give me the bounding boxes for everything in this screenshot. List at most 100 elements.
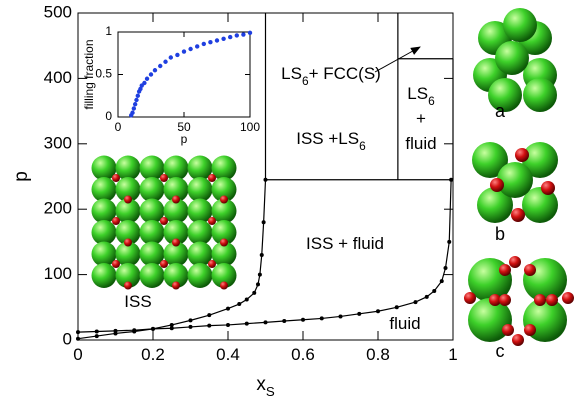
point: [432, 289, 436, 293]
point: [395, 305, 399, 309]
x-axis-label-part: S: [266, 384, 275, 399]
red-sphere: [124, 196, 132, 204]
phase-label: +: [416, 109, 426, 128]
page: {"chart_data": [ {"type": "line", "xlabe…: [0, 0, 581, 402]
red-sphere: [124, 239, 132, 247]
point: [149, 72, 153, 76]
phase-label: LS6+ FCC(S): [281, 64, 381, 88]
point: [357, 312, 361, 316]
point: [95, 334, 99, 338]
red-sphere: [124, 282, 132, 290]
phase-label-part: ISS +LS: [296, 129, 359, 148]
point: [188, 47, 192, 51]
y-tick-label: 0: [63, 329, 72, 348]
point: [248, 31, 252, 35]
green-sphere: [140, 220, 165, 245]
point: [207, 313, 211, 317]
phase-label: ISS +LS6: [296, 129, 366, 153]
green-sphere: [523, 78, 557, 112]
point: [264, 320, 268, 324]
red-sphere: [541, 181, 555, 195]
green-sphere: [92, 220, 117, 245]
point: [444, 266, 448, 270]
red-sphere: [172, 282, 180, 290]
red-sphere: [490, 178, 504, 192]
x-tick-label: 0.4: [216, 345, 240, 364]
phase-label-part: +: [416, 109, 426, 128]
point: [215, 38, 219, 42]
point: [237, 302, 241, 306]
phase-label-part: fluid: [389, 314, 420, 333]
figure: abc00.20.40.60.810100200300400500xSpLS6+…: [0, 0, 581, 402]
green-sphere: [92, 263, 117, 288]
red-sphere: [464, 292, 476, 304]
phase-label: LS6: [407, 84, 435, 108]
point: [189, 325, 193, 329]
red-sphere: [208, 260, 216, 268]
point: [339, 314, 343, 318]
y-tick-label: 0.5: [95, 67, 112, 81]
phase-label-part: LS: [281, 64, 302, 83]
point: [76, 330, 80, 334]
red-sphere: [562, 292, 574, 304]
point: [226, 323, 230, 327]
y-tick-label: 100: [44, 264, 72, 283]
point: [376, 309, 380, 313]
y-tick-label: 500: [44, 2, 72, 21]
point: [170, 323, 174, 327]
x-tick-label: 100: [240, 120, 260, 134]
point: [301, 318, 305, 322]
point: [153, 68, 157, 72]
panel-label: a: [495, 101, 506, 121]
red-sphere: [112, 260, 120, 268]
point: [145, 77, 149, 81]
point: [132, 329, 136, 333]
point: [245, 322, 249, 326]
point: [195, 44, 199, 48]
x-axis-label: xS: [256, 374, 275, 399]
red-sphere: [220, 196, 228, 204]
phase-label-part: + FCC(S): [309, 64, 381, 83]
red-sphere: [534, 294, 546, 306]
point: [202, 42, 206, 46]
point: [182, 49, 186, 53]
point: [175, 53, 179, 57]
green-sphere: [188, 263, 213, 288]
point: [76, 337, 80, 341]
point: [252, 291, 256, 295]
point: [163, 60, 167, 64]
red-sphere: [208, 174, 216, 182]
point: [256, 282, 260, 286]
x-tick-label: 0: [115, 120, 122, 134]
point: [447, 240, 451, 244]
point: [134, 98, 138, 102]
phase-label-part: fluid: [405, 134, 436, 153]
red-sphere: [524, 324, 536, 336]
red-sphere: [509, 256, 521, 268]
y-tick-label: 0: [105, 109, 112, 123]
point: [414, 300, 418, 304]
red-sphere: [172, 196, 180, 204]
point: [114, 331, 118, 335]
point: [260, 253, 264, 257]
phase-label-part: 6: [428, 94, 435, 108]
phase-label: fluid: [405, 134, 436, 153]
point: [207, 324, 211, 328]
point: [132, 106, 136, 110]
red-sphere: [502, 324, 514, 336]
point: [151, 327, 155, 331]
red-sphere: [512, 334, 524, 346]
point: [95, 329, 99, 333]
red-sphere: [160, 174, 168, 182]
red-sphere: [499, 264, 511, 276]
phase-label: ISS + fluid: [306, 234, 384, 253]
y-tick-label: 300: [44, 133, 72, 152]
axes-frame: [118, 32, 250, 117]
green-sphere: [92, 177, 117, 202]
point: [320, 316, 324, 320]
point: [235, 33, 239, 37]
red-sphere: [220, 282, 228, 290]
point: [136, 94, 140, 98]
x-tick-label: 1: [448, 345, 457, 364]
green-sphere: [188, 220, 213, 245]
